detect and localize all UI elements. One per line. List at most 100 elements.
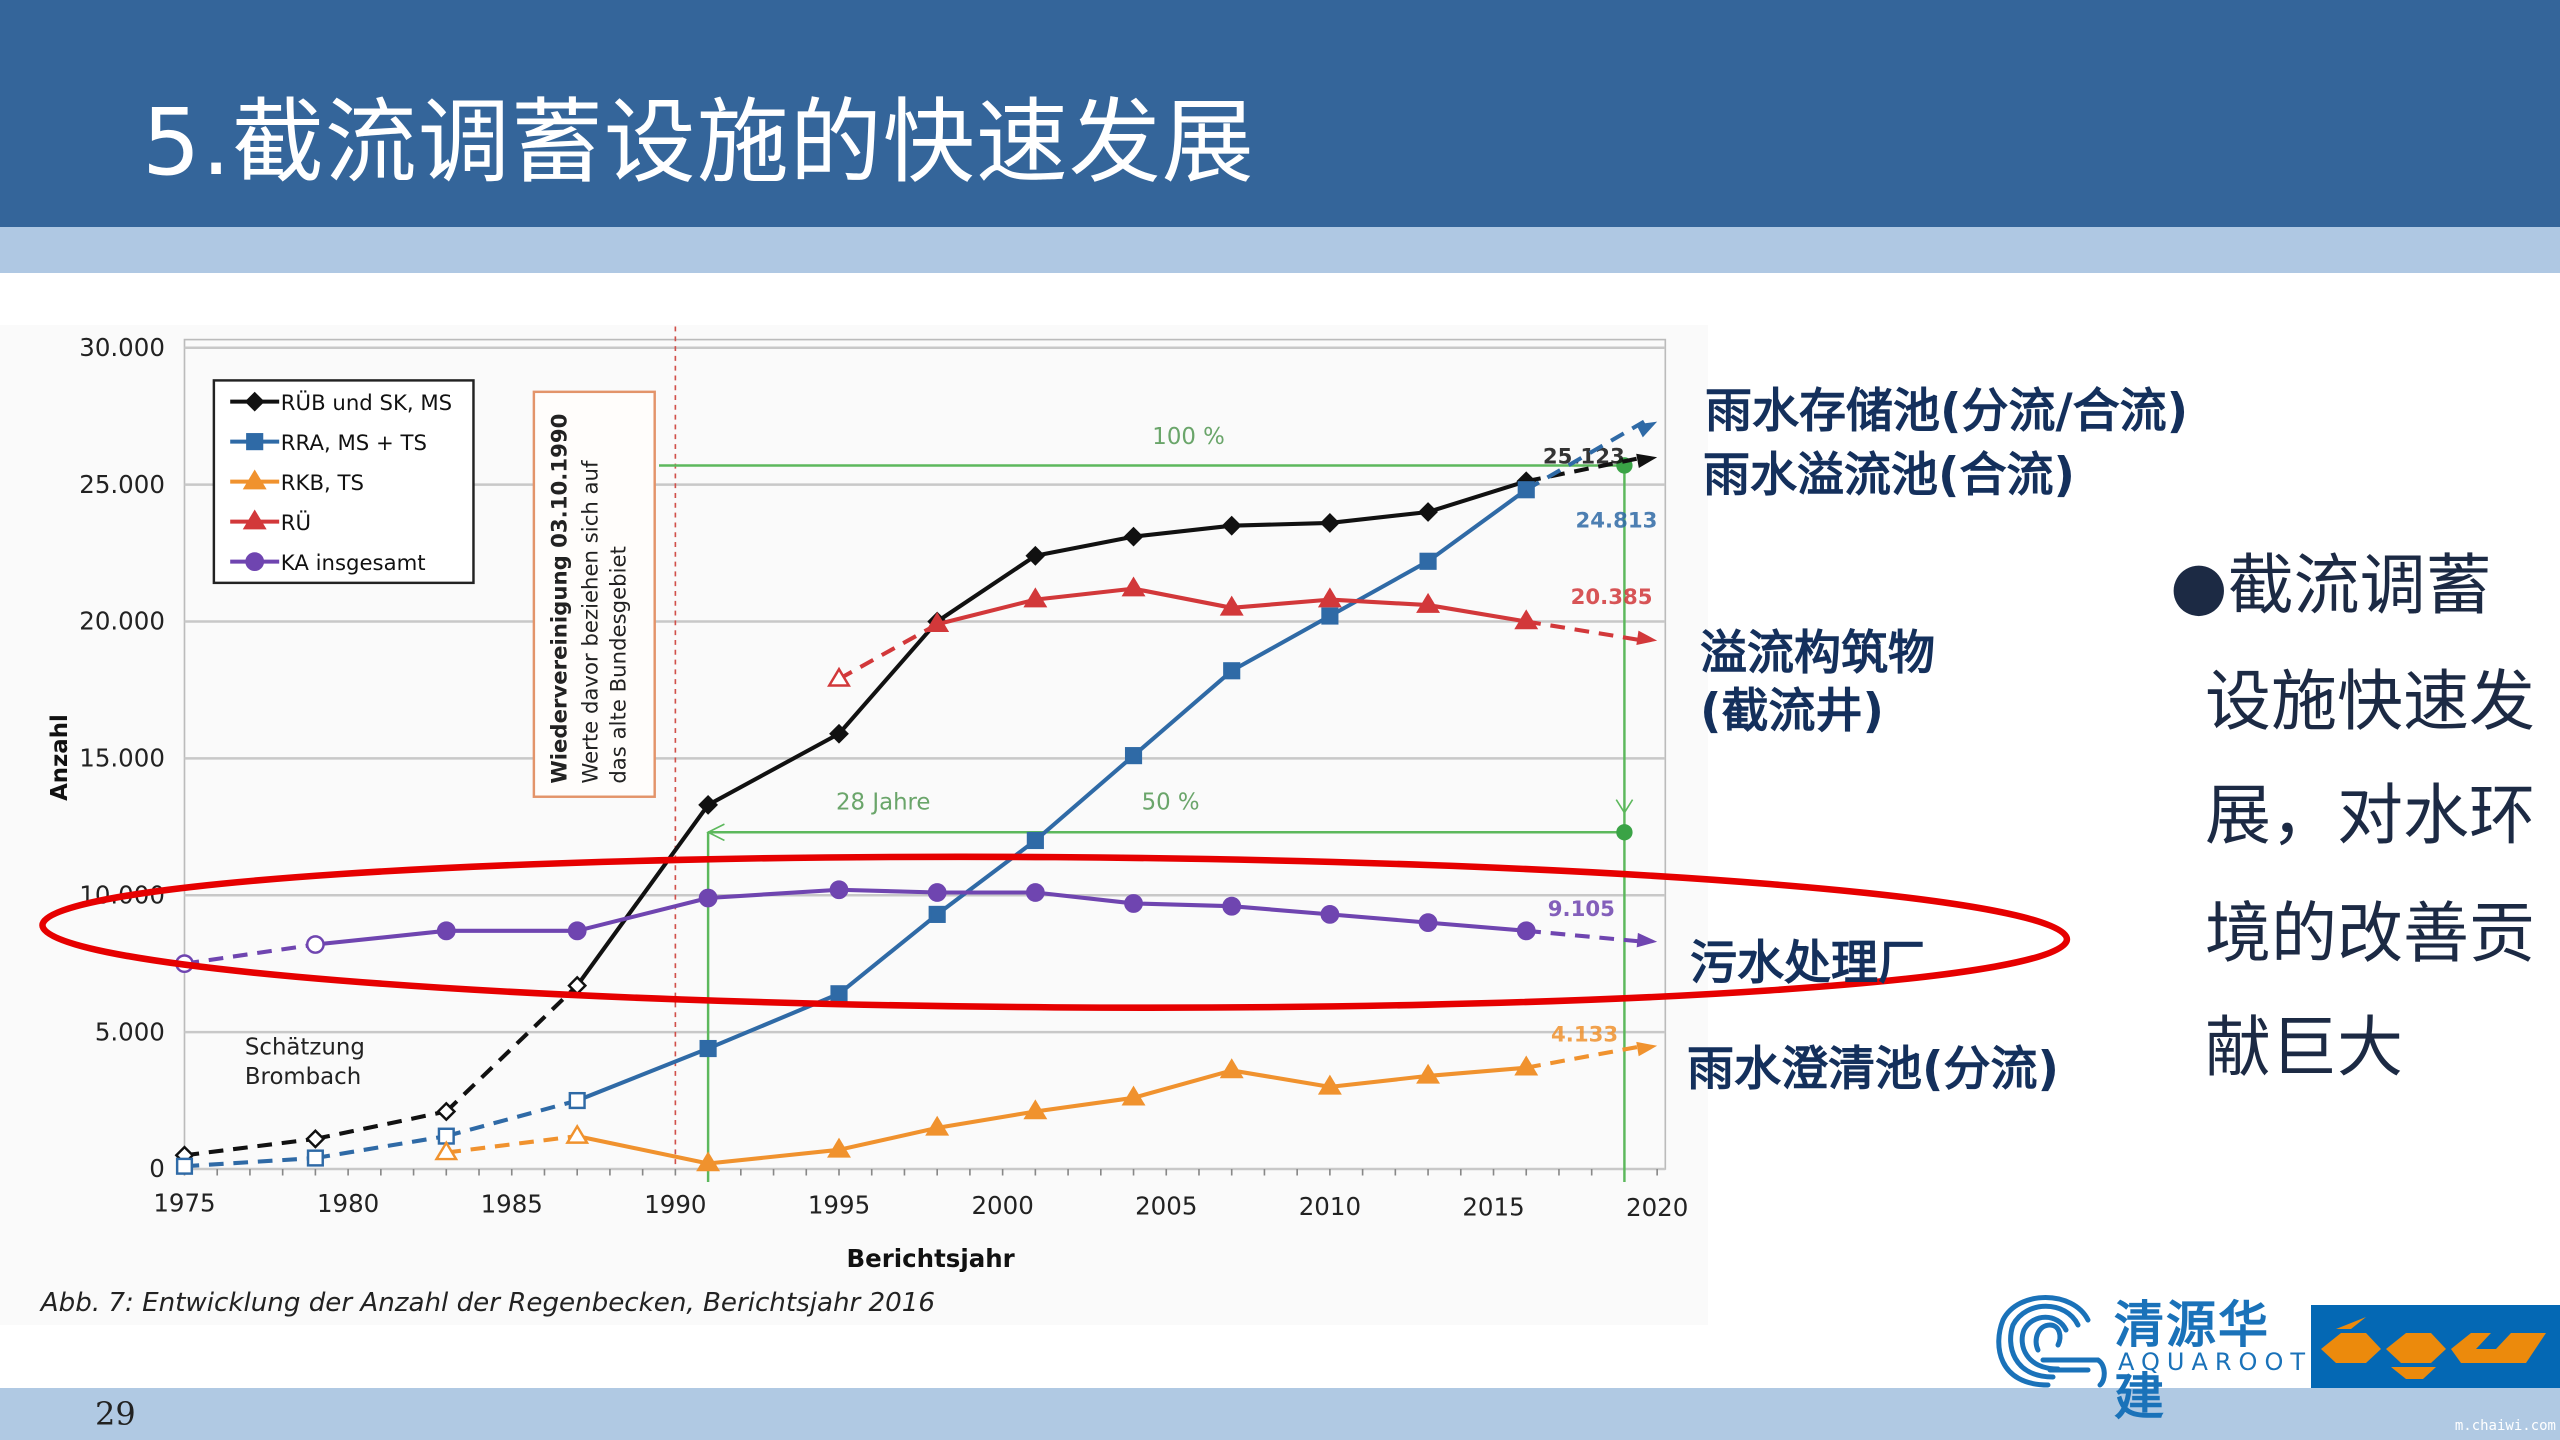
aquaroot-en-text: AQUAROOT [2118,1348,2312,1376]
end-value-label: 25.123 [1543,445,1625,470]
triangle-marker [1219,595,1244,616]
estimated-segment [184,1136,316,1158]
projection-arrowhead-icon [1636,630,1658,645]
triangle-marker [1317,587,1342,608]
line-segment [315,928,447,947]
x-tick-label: 1985 [481,1189,543,1218]
diamond-marker [698,795,718,815]
estimated-segment [184,942,316,966]
title-bar: 5.截流调蓄设施的快速发展 [0,0,2560,227]
aquaroot-cn-text: 清源华建 [2114,1296,2270,1426]
circle-marker [1516,921,1536,941]
line-segment [1329,509,1429,525]
triangle-marker [925,612,950,632]
line-segment [1427,920,1527,933]
circle-marker [1222,896,1242,916]
line-segment [1427,479,1527,514]
square-marker [1223,662,1241,680]
triangle-marker [565,1123,590,1144]
line-segment [707,1147,840,1166]
bgu-text: bgu [2435,1384,2437,1386]
triangle-marker [242,509,267,530]
circle-marker [567,921,587,941]
legend-label: RÜ [281,510,311,536]
square-marker [1321,607,1339,625]
circle-marker [698,888,718,908]
line-segment [1132,1068,1233,1100]
estimate-note-1: Schätzung [245,1035,365,1061]
y-tick-label: 25.000 [79,470,165,499]
label-clarifier: 雨水澄清池(分流) [1687,1042,2059,1097]
line-segment [838,1125,938,1152]
end-value-label: 4.133 [1551,1023,1618,1048]
line-segment [1427,603,1527,624]
fifty-percent-label: 50 % [1142,789,1200,815]
reunification-note: Wiedervereinigung 03.10.1990 Werte davor… [532,390,656,798]
bgu-logo: bgu [2311,1305,2560,1388]
line-segment [1231,1068,1331,1089]
x-tick-label: 1980 [317,1189,379,1218]
estimated-segment [446,1134,578,1155]
line-segment [1133,901,1232,909]
triangle-marker [827,1137,851,1158]
line-segment [1328,559,1430,618]
triangle-marker [696,1151,721,1172]
legend-label: RRA, MS + TS [281,431,427,456]
line-segment [1035,890,1134,906]
triangle-marker [1317,1074,1342,1095]
figure-caption: Abb. 7: Entwicklung der Anzahl der Regen… [39,1288,935,1318]
projection-segment [1525,1043,1645,1070]
hundred-percent-label: 100 % [1152,424,1225,450]
line-segment [576,895,709,933]
series-4: 9.105 [175,880,1658,974]
triangle-marker [1121,576,1146,597]
legend-label: RKB, TS [281,471,364,496]
square-marker [928,905,946,923]
line-segment [1034,534,1134,558]
x-tick-label: 2010 [1299,1192,1361,1221]
triangle-marker [1514,1055,1539,1076]
line-segment [1329,1073,1429,1089]
page-number: 29 [95,1395,136,1433]
bullet-line-4: 境的改善贡 [2205,895,2535,972]
x-tick-label: 2015 [1462,1192,1524,1221]
series-3: 20.385 [827,576,1658,687]
square-marker [1026,831,1044,850]
series-1: 24.813 [175,419,1657,1175]
circle-marker [1320,905,1340,924]
y-tick-label: 20.000 [79,607,165,636]
line-segment [1329,912,1429,925]
page-title: 5.截流调蓄设施的快速发展 [142,89,1255,196]
diamond-marker [829,723,849,744]
triangle-marker [1023,587,1048,608]
line-segment [837,620,939,736]
estimated-segment [184,1155,316,1169]
fifty-percent-point [1616,824,1633,841]
legend-label: RÜB und SK, MS [281,390,452,416]
note-line-3: das alte Bundesgebiet [606,546,631,784]
line-segment [1132,669,1234,758]
line-segment [1427,1065,1527,1078]
line-segment [936,597,1036,627]
line-segment [837,912,939,996]
triangle-marker [434,1140,459,1161]
triangle-marker [1219,1058,1244,1079]
triangle-marker [1023,1099,1048,1120]
line-segment [936,554,1037,624]
projection-segment [1525,619,1645,643]
triangle-marker [1514,609,1539,630]
note-line-1: Wiedervereinigung 03.10.1990 [548,414,573,784]
diamond-marker [1221,515,1242,536]
end-value-label: 9.105 [1548,897,1615,922]
line-segment [575,803,710,987]
estimated-segment [445,1098,578,1139]
triangle-marker [1416,592,1441,613]
y-tick-label: 0 [149,1154,165,1183]
years-span-label: 28 Jahre [836,789,931,815]
series-0: 25.123 [174,445,1658,1166]
line-segment [1133,586,1233,610]
diamond-marker [1123,526,1144,547]
x-tick-label: 2000 [971,1191,1033,1220]
legend: RÜB und SK, MS RRA, MS + TS RKB, TS RÜ KA in… [212,379,475,585]
